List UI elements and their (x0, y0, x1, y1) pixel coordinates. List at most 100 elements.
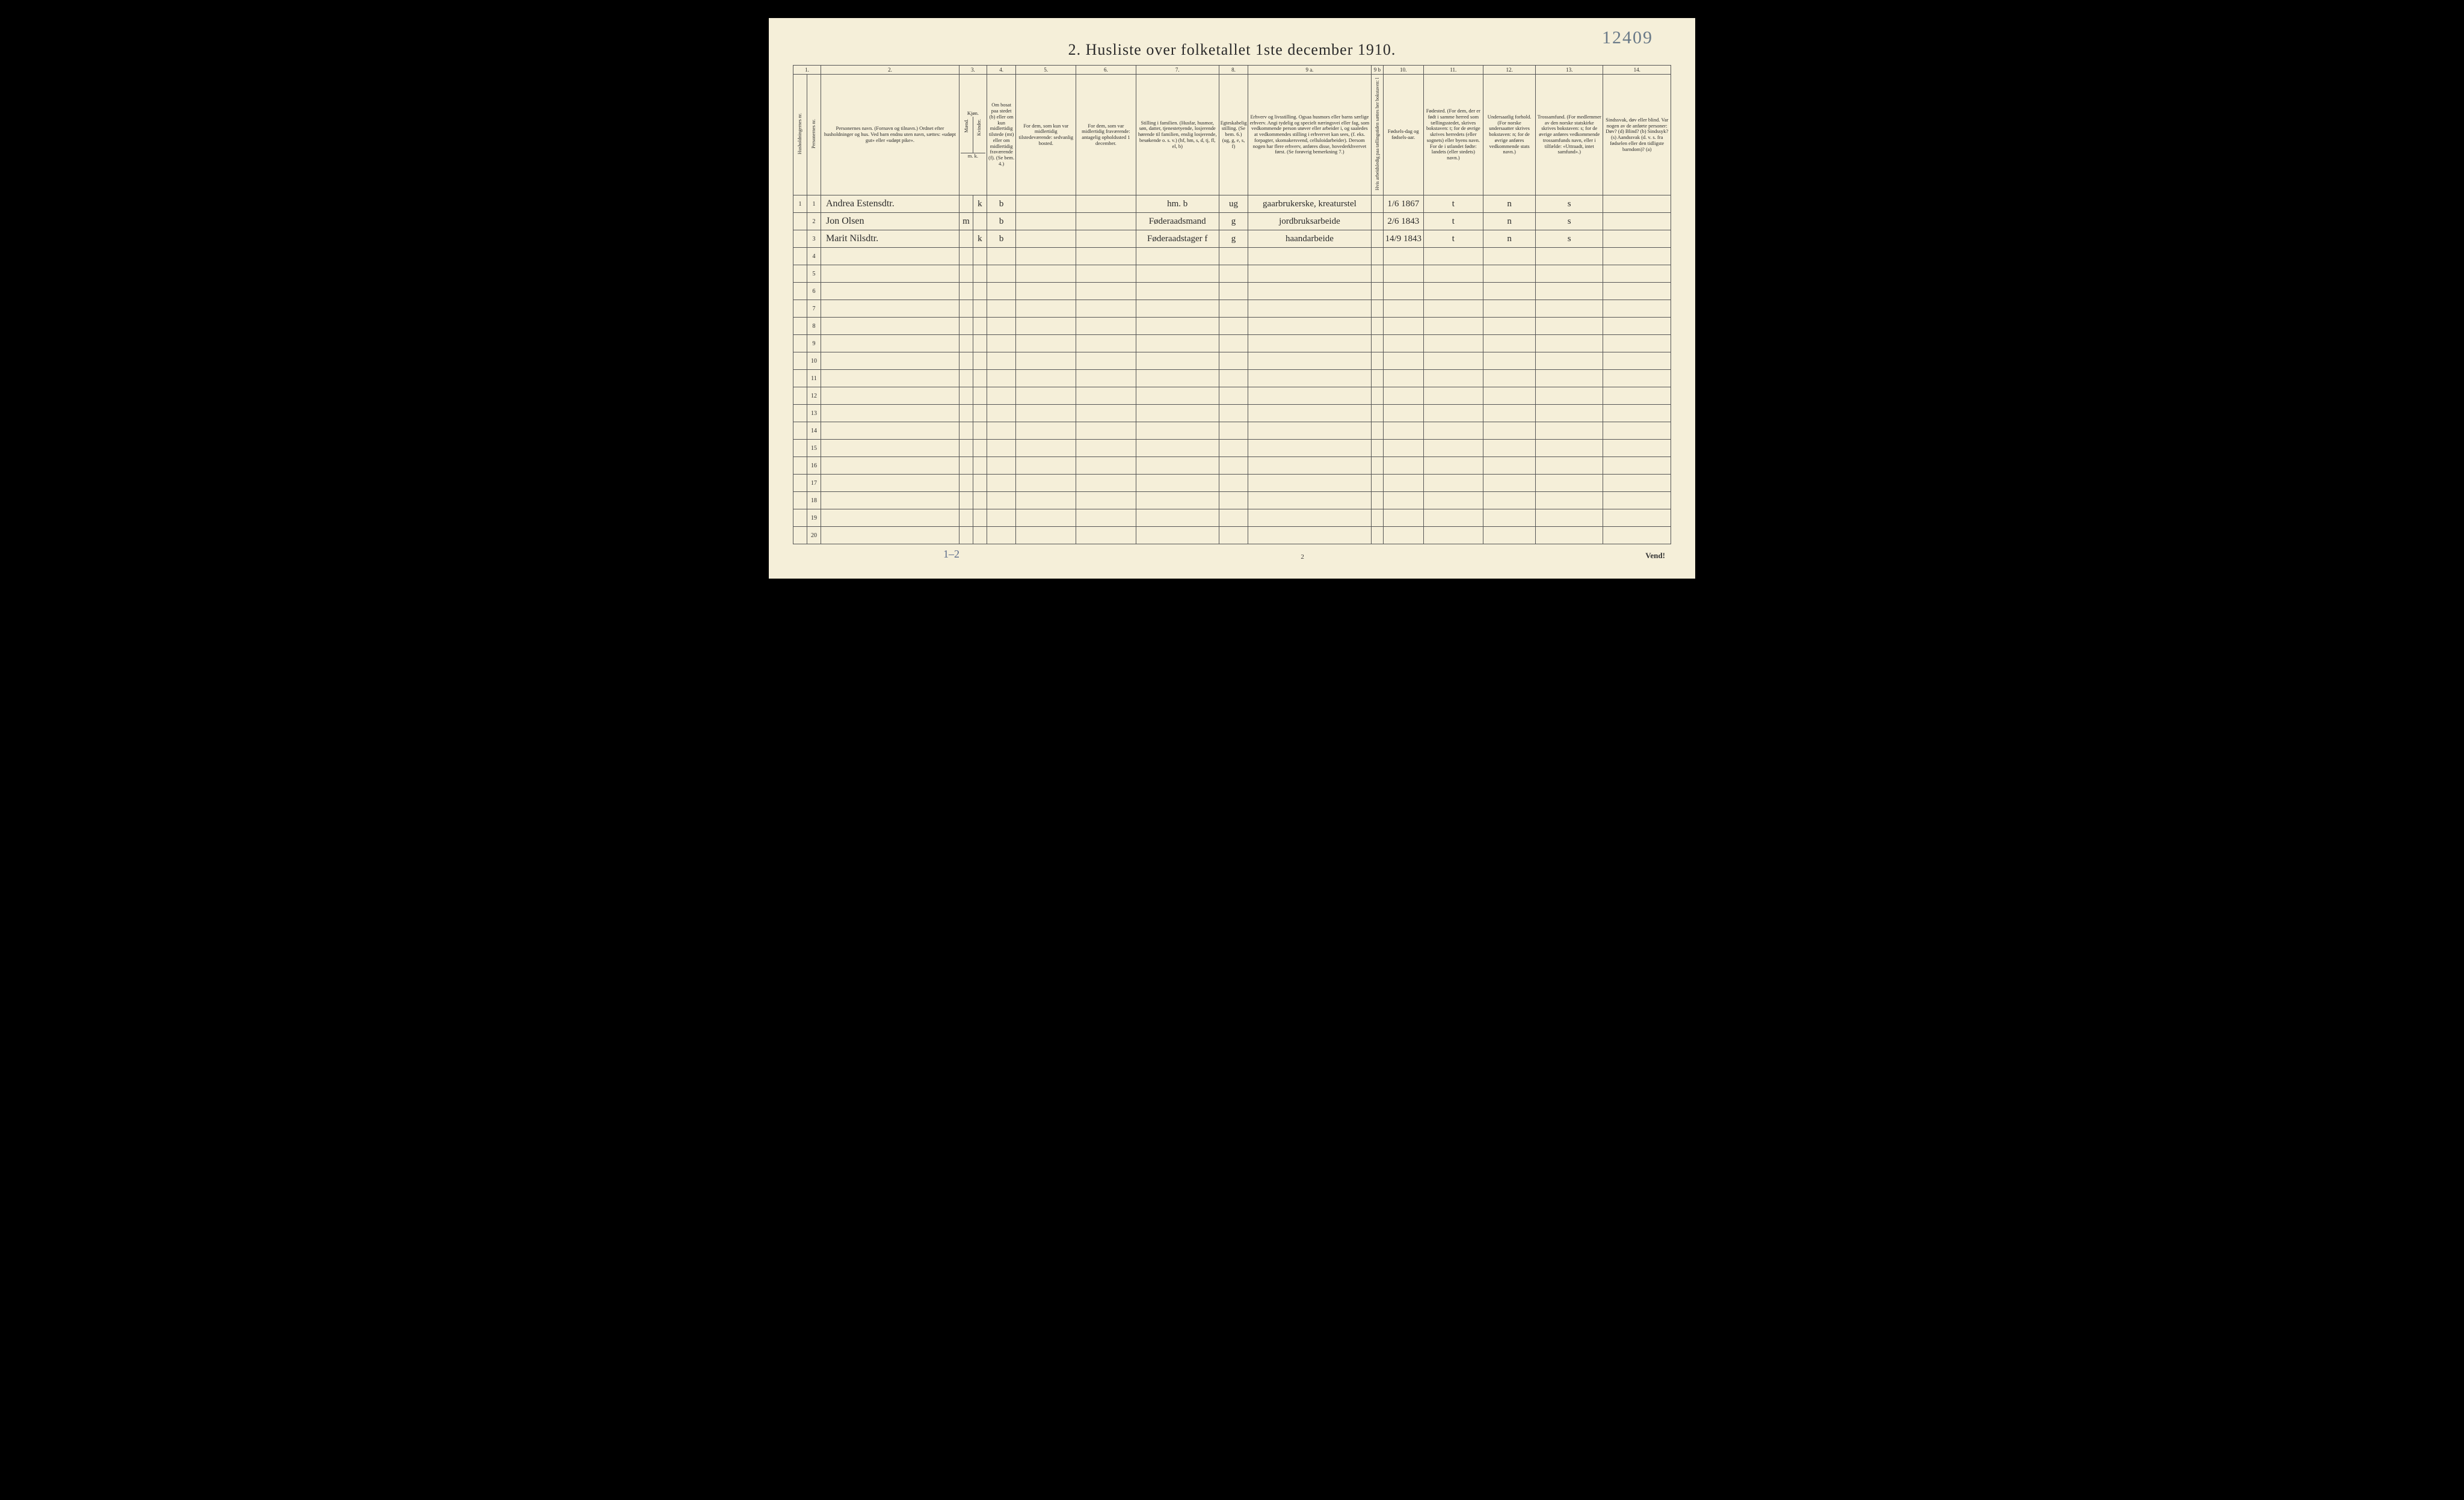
cell-nationality (1483, 387, 1536, 405)
cell-sex-m (959, 230, 973, 248)
colnum-6: 6. (1076, 66, 1136, 75)
cell-hh (793, 335, 807, 352)
cell-residence (987, 440, 1016, 457)
cell-temp-absent (1076, 248, 1136, 265)
census-tbody: 11Andrea Estensdtr.kbhm. buggaarbrukersk… (793, 195, 1671, 544)
cell-family-position (1136, 457, 1219, 475)
hdr-sex-m: Mænd. (964, 117, 969, 135)
cell-sex-m (959, 509, 973, 527)
table-row: 6 (793, 283, 1671, 300)
cell-religion: s (1536, 213, 1603, 230)
cell-name (821, 283, 959, 300)
colnum-13: 13. (1536, 66, 1603, 75)
cell-disability (1603, 230, 1671, 248)
cell-temp-absent (1076, 265, 1136, 283)
census-page: 12409 2. Husliste over folketallet 1ste … (769, 18, 1695, 579)
cell-birthdate: 2/6 1843 (1384, 213, 1423, 230)
cell-person-nr: 6 (807, 283, 821, 300)
cell-temp-present (1016, 387, 1076, 405)
cell-marital (1219, 509, 1248, 527)
cell-religion (1536, 335, 1603, 352)
cell-sex-k (973, 440, 987, 457)
cell-sex-m (959, 370, 973, 387)
hdr-birthplace: Fødested. (For dem, der er født i samme … (1423, 75, 1483, 195)
cell-marital (1219, 440, 1248, 457)
cell-person-nr: 20 (807, 527, 821, 544)
cell-unemployed (1371, 335, 1383, 352)
cell-occupation: haandarbeide (1248, 230, 1371, 248)
cell-sex-k: k (973, 195, 987, 213)
cell-disability (1603, 248, 1671, 265)
cell-hh (793, 370, 807, 387)
cell-birthdate (1384, 492, 1423, 509)
cell-hh: 1 (793, 195, 807, 213)
cell-person-nr: 16 (807, 457, 821, 475)
cell-sex-k (973, 422, 987, 440)
cell-temp-present (1016, 440, 1076, 457)
cell-sex-k (973, 213, 987, 230)
cell-temp-absent (1076, 230, 1136, 248)
cell-residence (987, 422, 1016, 440)
cell-sex-m (959, 422, 973, 440)
colnum-2: 2. (821, 66, 959, 75)
cell-marital (1219, 318, 1248, 335)
cell-sex-k: k (973, 230, 987, 248)
cell-sex-k (973, 283, 987, 300)
cell-person-nr: 12 (807, 387, 821, 405)
cell-sex-m (959, 335, 973, 352)
colnum-4: 4. (987, 66, 1016, 75)
cell-hh (793, 387, 807, 405)
cell-birthdate: 14/9 1843 (1384, 230, 1423, 248)
cell-nationality (1483, 265, 1536, 283)
table-row: 14 (793, 422, 1671, 440)
cell-name: Jon Olsen (821, 213, 959, 230)
page-title: 2. Husliste over folketallet 1ste decemb… (793, 41, 1671, 59)
cell-religion (1536, 405, 1603, 422)
cell-sex-k (973, 370, 987, 387)
cell-name (821, 405, 959, 422)
cell-hh (793, 457, 807, 475)
cell-sex-k (973, 248, 987, 265)
cell-nationality (1483, 283, 1536, 300)
cell-occupation (1248, 440, 1371, 457)
table-row: 11 (793, 370, 1671, 387)
cell-temp-present (1016, 422, 1076, 440)
cell-family-position (1136, 335, 1219, 352)
footer-page-number: 2 (1301, 553, 1304, 561)
cell-hh (793, 318, 807, 335)
cell-name (821, 370, 959, 387)
cell-unemployed (1371, 387, 1383, 405)
cell-sex-k (973, 318, 987, 335)
cell-religion (1536, 283, 1603, 300)
cell-family-position (1136, 440, 1219, 457)
cell-temp-present (1016, 527, 1076, 544)
cell-occupation (1248, 265, 1371, 283)
cell-residence (987, 283, 1016, 300)
cell-disability (1603, 352, 1671, 370)
cell-unemployed (1371, 457, 1383, 475)
cell-hh (793, 300, 807, 318)
cell-person-nr: 18 (807, 492, 821, 509)
handwritten-annotation-top: 12409 (1602, 28, 1653, 48)
cell-birthdate (1384, 509, 1423, 527)
hdr-marital: Egteskabelig stilling. (Se bem. 6.) (ug,… (1219, 75, 1248, 195)
cell-birthdate: 1/6 1867 (1384, 195, 1423, 213)
cell-sex-m (959, 475, 973, 492)
cell-temp-present (1016, 195, 1076, 213)
cell-marital: g (1219, 230, 1248, 248)
cell-temp-absent (1076, 440, 1136, 457)
cell-disability (1603, 457, 1671, 475)
cell-family-position: Føderaadstager f (1136, 230, 1219, 248)
cell-birthdate (1384, 265, 1423, 283)
cell-family-position (1136, 422, 1219, 440)
cell-residence (987, 248, 1016, 265)
cell-name (821, 475, 959, 492)
cell-sex-m (959, 527, 973, 544)
cell-disability (1603, 318, 1671, 335)
cell-person-nr: 9 (807, 335, 821, 352)
cell-name (821, 300, 959, 318)
cell-temp-present (1016, 300, 1076, 318)
cell-hh (793, 527, 807, 544)
cell-sex-k (973, 405, 987, 422)
cell-sex-k (973, 265, 987, 283)
